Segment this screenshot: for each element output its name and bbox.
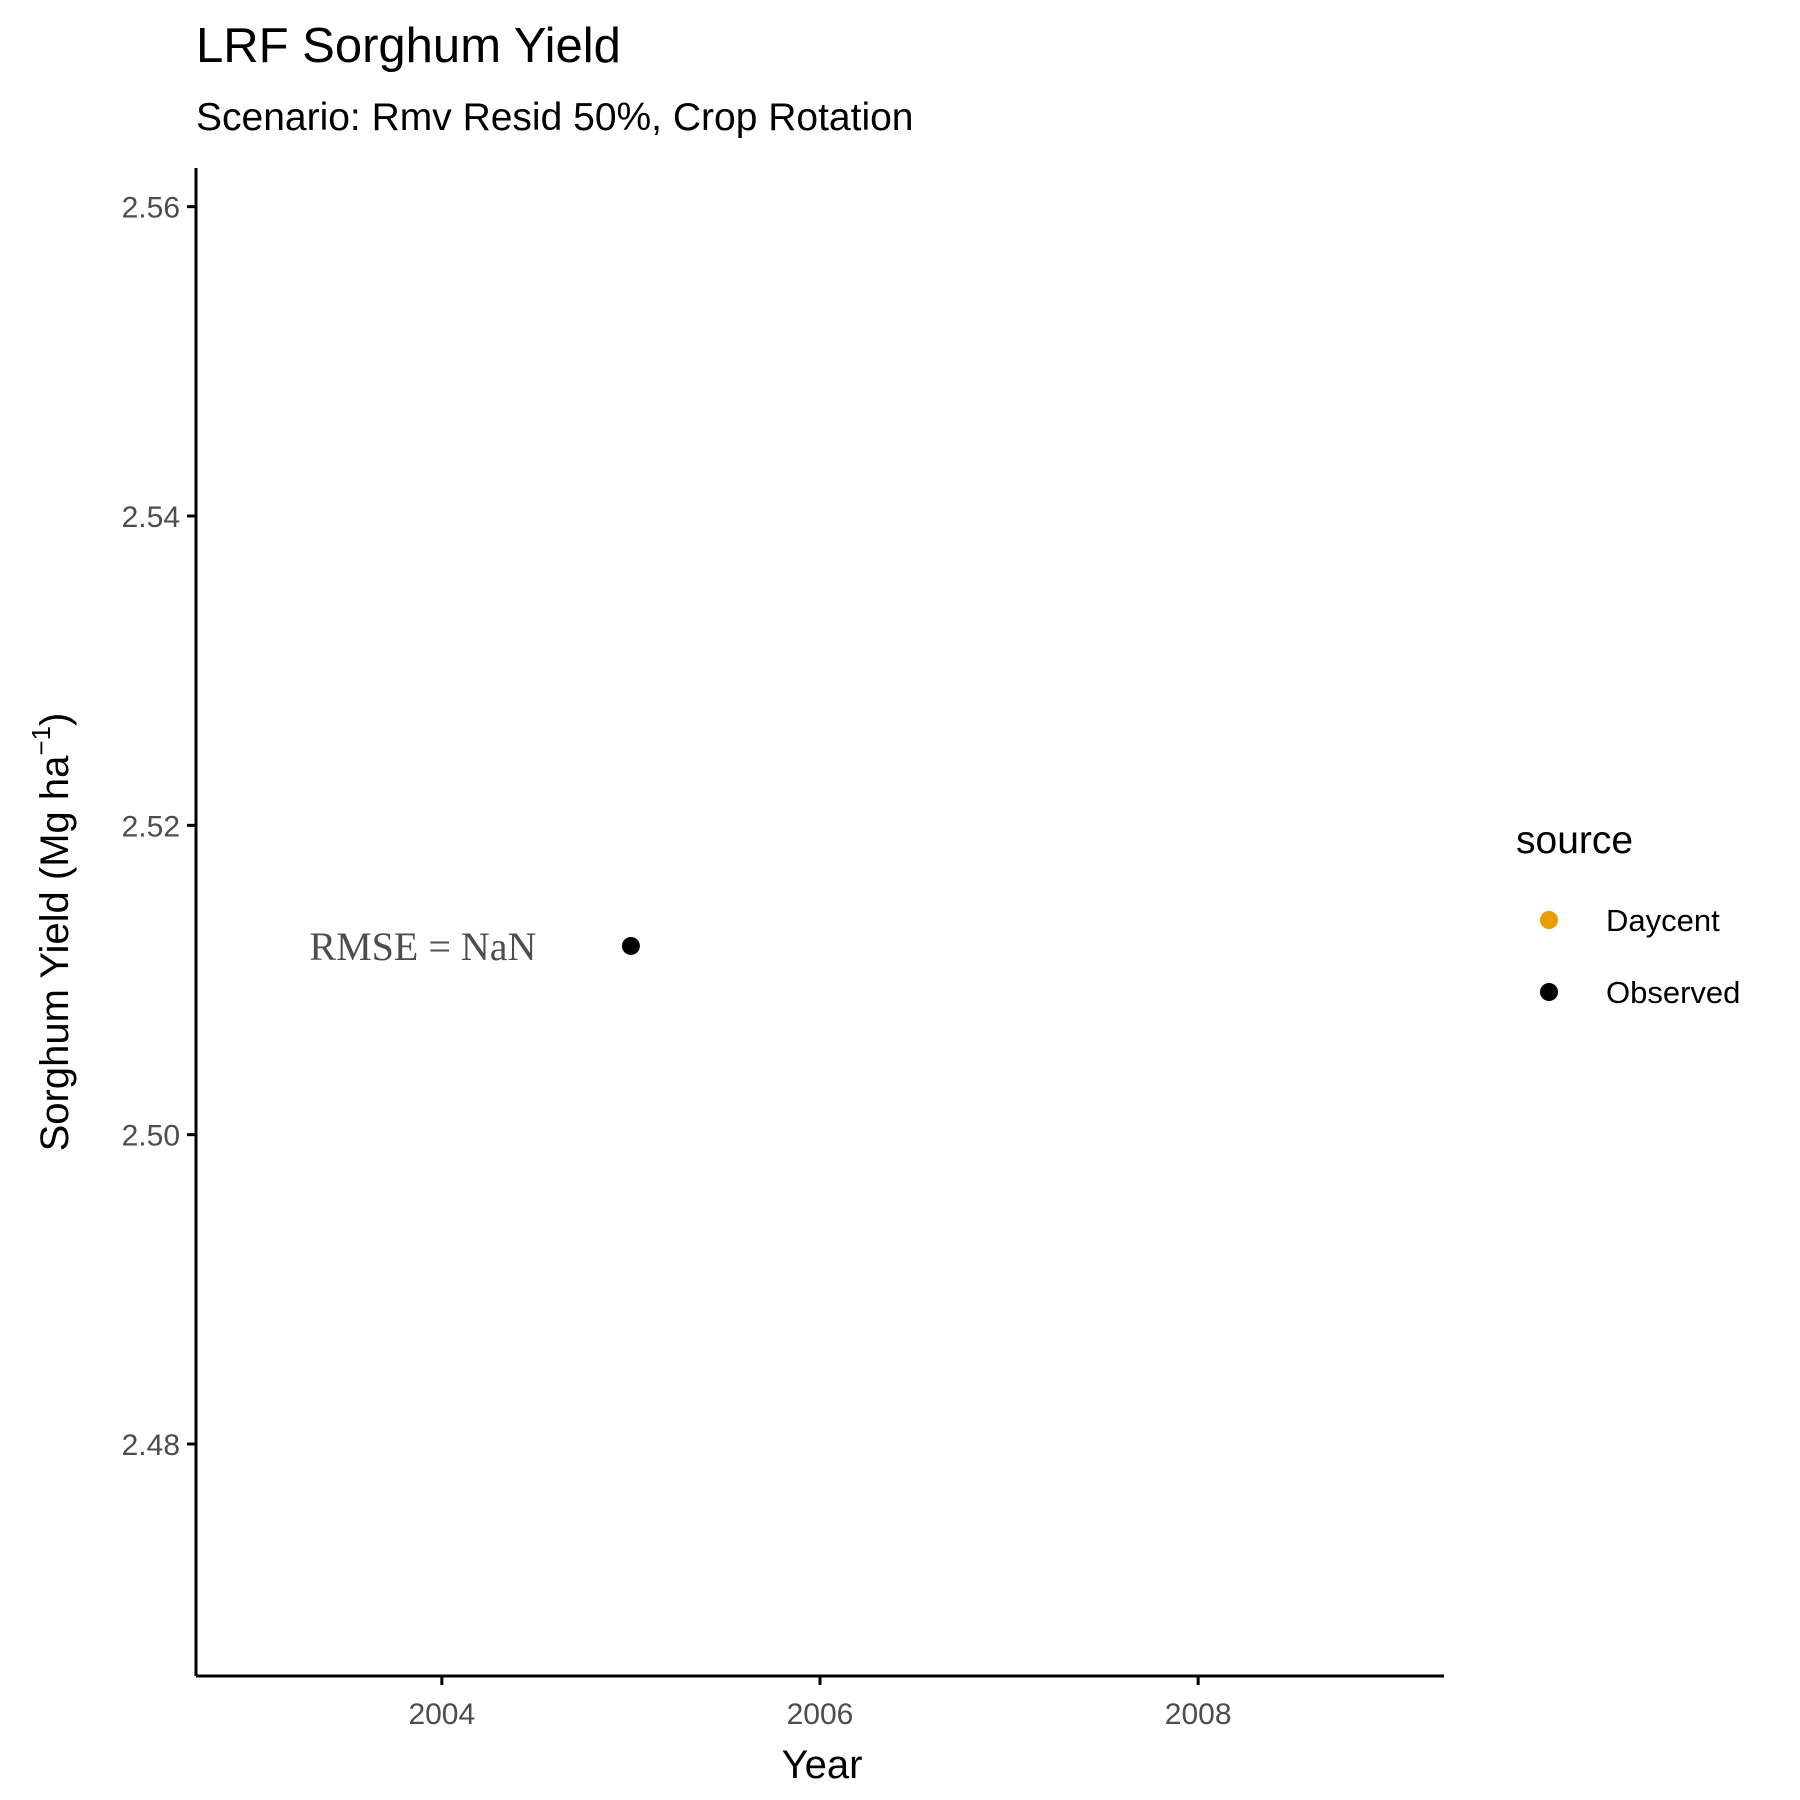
legend-title: source	[1516, 819, 1633, 862]
y-tick-label-1: 2.50	[122, 1120, 180, 1153]
point-observed-0	[621, 936, 640, 955]
y-axis-title-main: Sorghum Yield (Mg ha	[33, 755, 77, 1152]
x-tick-label-2: 2008	[1165, 1698, 1232, 1731]
y-tick-label-3: 2.54	[122, 501, 180, 534]
y-axis-title-close: )	[33, 713, 77, 726]
y-axis-title: Sorghum Yield (Mg ha−1)	[26, 713, 77, 1152]
chart-subtitle: Scenario: Rmv Resid 50%, Crop Rotation	[196, 96, 913, 139]
legend-label-daycent: Daycent	[1606, 903, 1720, 938]
annotation-rmse: RMSE = NaN	[309, 924, 536, 969]
x-axis-ticks: 2004 2006 2008	[408, 1676, 1232, 1731]
y-tick-label-2: 2.52	[122, 810, 180, 843]
legend-label-observed: Observed	[1606, 975, 1740, 1010]
y-axis-title-superscript: −1	[26, 726, 56, 756]
chart-title: LRF Sorghum Yield	[196, 19, 621, 73]
legend: source Daycent Observed	[1516, 819, 1740, 1010]
x-axis-title: Year	[782, 1743, 863, 1787]
y-axis-ticks: 2.48 2.50 2.52 2.54 2.56	[122, 192, 196, 1462]
legend-entries: Daycent Observed	[1540, 903, 1740, 1010]
x-tick-label-1: 2006	[787, 1698, 854, 1731]
x-tick-label-0: 2004	[408, 1698, 475, 1731]
y-tick-label-4: 2.56	[122, 192, 180, 225]
legend-key-daycent	[1540, 911, 1558, 929]
plot-area: 2.48 2.50 2.52 2.54 2.56 2004 2006 2008 RMSE =…	[122, 168, 1444, 1731]
y-tick-label-0: 2.48	[122, 1429, 180, 1462]
data-points	[621, 936, 640, 955]
legend-key-observed	[1540, 983, 1558, 1001]
annotations: RMSE = NaN	[309, 924, 536, 969]
